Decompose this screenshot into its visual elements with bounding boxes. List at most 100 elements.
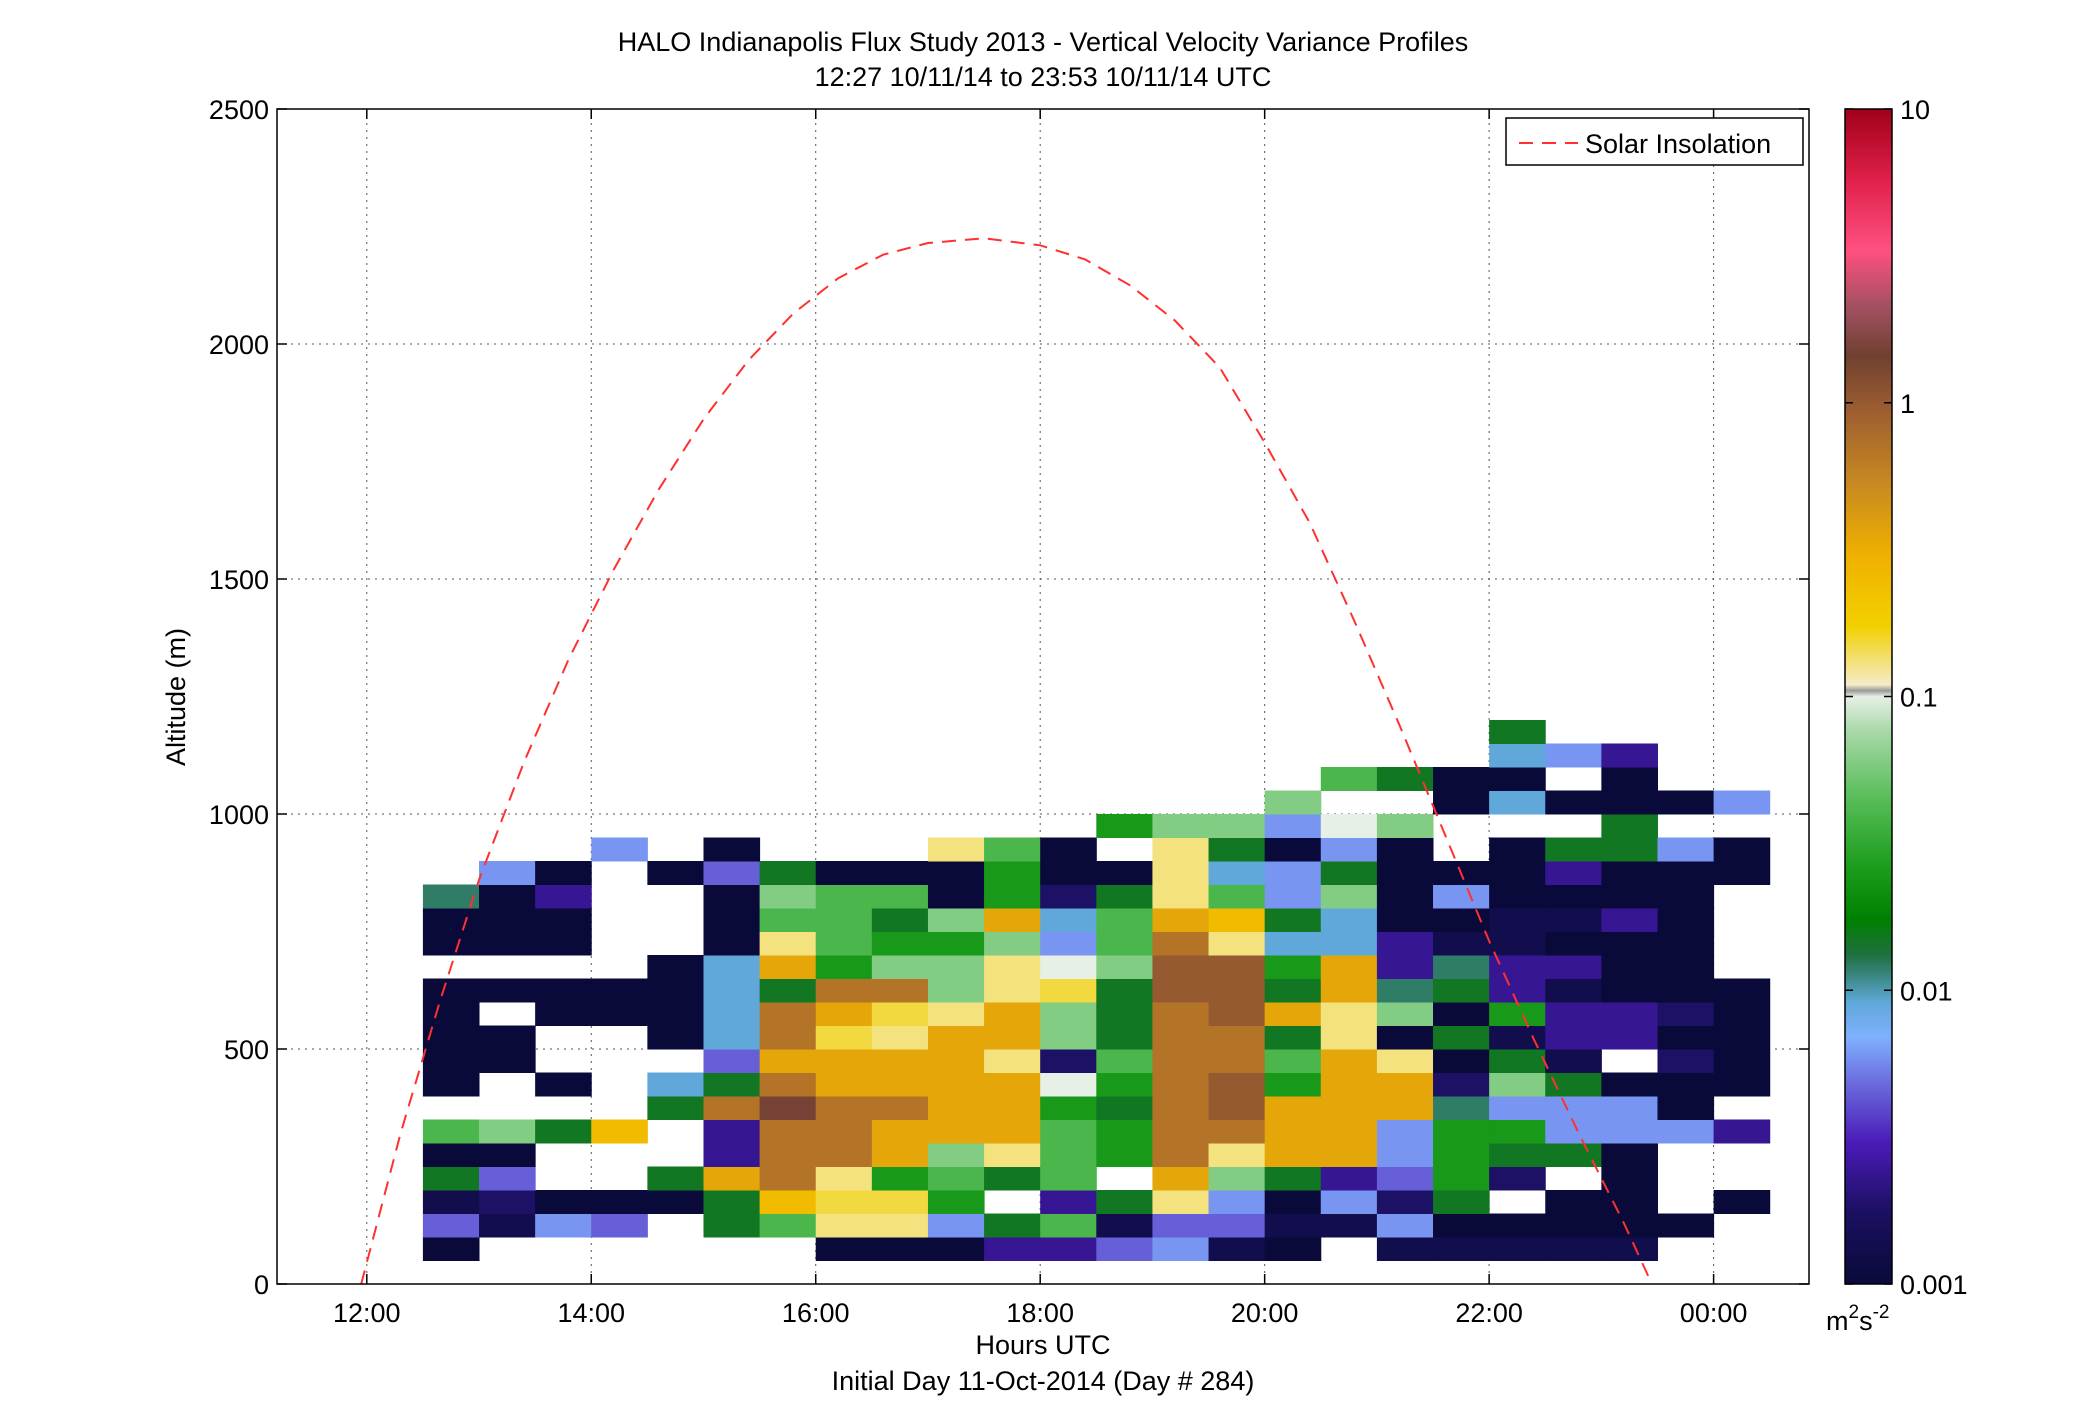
heatmap-cell [1096,908,1153,932]
y-tick-label: 2000 [209,330,269,360]
heatmap-cell [1320,1143,1378,1167]
heatmap-cell [1152,1072,1210,1097]
heatmap-cell [1208,908,1266,932]
heatmap-cell [1040,978,1097,1003]
heatmap-cell [871,931,929,956]
heatmap-cell [1657,1096,1715,1120]
heatmap-cell [927,1166,985,1191]
heatmap-cell [1657,837,1715,862]
heatmap-cell [1713,837,1771,862]
heatmap-cell [1433,1213,1490,1238]
heatmap-cell [1433,884,1490,909]
heatmap-cell [1152,861,1210,885]
heatmap-cell [871,884,929,909]
heatmap-cell [1208,978,1266,1003]
heatmap-cell [815,1049,873,1073]
heatmap-cell [1040,1143,1097,1167]
heatmap-cell [1096,1049,1153,1073]
heatmap-cell [1601,1025,1658,1050]
colorbar-ticks: 10 1 0.1 0.01 0.001 [1845,95,1968,1300]
heatmap-cell [1320,1002,1378,1026]
heatmap-cell [1320,1166,1378,1191]
heatmap-cell [1489,743,1546,768]
heatmap-cell [591,1190,648,1214]
heatmap-cell [759,1166,817,1191]
heatmap-cell [703,955,761,979]
heatmap-cell [1096,1237,1153,1261]
heatmap-cell [1713,1190,1771,1214]
heatmap-cell [1489,790,1546,815]
heatmap-cell [479,1143,536,1167]
heatmap-cell [1545,790,1602,815]
heatmap-cell [1096,1002,1153,1026]
heatmap-cell [1264,1072,1322,1097]
heatmap-cell [984,1213,1041,1238]
heatmap-cell [1320,814,1378,838]
heatmap-cell [1264,790,1322,815]
heatmap-cell [1264,931,1322,956]
heatmap-cell [984,978,1041,1003]
heatmap-cell [1320,767,1378,791]
heatmap-cell [1601,1072,1658,1097]
heatmap-cell [535,1119,592,1144]
heatmap-cell [759,1213,817,1238]
heatmap-cell [703,1213,761,1238]
y-tick-label: 1000 [209,800,269,830]
heatmap-cell [984,931,1041,956]
heatmap-cell [1489,1166,1546,1191]
heatmap-cell [1208,931,1266,956]
heatmap-cell [1320,1025,1378,1050]
heatmap-cell [1657,1119,1715,1144]
heatmap-cell [1264,1025,1322,1050]
heatmap-cell [1489,1002,1546,1026]
plot-frame [276,108,1810,1285]
heatmap-cell [1040,861,1097,885]
heatmap-cell [1320,1119,1378,1144]
heatmap-cell [1489,861,1546,885]
heatmap-cell [535,1213,592,1238]
heatmap-cell [703,1002,761,1026]
heatmap-cell [1713,1025,1771,1050]
heatmap-cell [1489,955,1546,979]
heatmap-cell [1713,978,1771,1003]
heatmap-cell [927,1143,985,1167]
heatmap-cell [1096,955,1153,979]
heatmap-cell [1376,814,1434,838]
heatmap-cell [1545,1143,1602,1167]
heatmap-cell [1376,837,1434,862]
heatmap-cell [1208,1072,1266,1097]
heatmap-cell [1376,1213,1434,1238]
solar-insolation-curve [360,237,1653,1284]
heatmap-cell [1601,790,1658,815]
heatmap-cell [1040,931,1097,956]
heatmap-cell [927,884,985,909]
heatmap-cell [1208,1049,1266,1073]
heatmap-cell [984,884,1041,909]
heatmap-cell [1433,1166,1490,1191]
heatmap-cell [1489,978,1546,1003]
heatmap-cell [1040,1119,1097,1144]
heatmap-cell [1264,1213,1322,1238]
heatmap-cell [871,1213,929,1238]
heatmap-cell [871,978,929,1003]
heatmap-cell [927,1213,985,1238]
heatmap-cell [815,884,873,909]
heatmap-cell [1713,861,1771,885]
heatmap-cell [927,861,985,885]
heatmap-cell [1040,1166,1097,1191]
legend-box [1505,117,1804,166]
heatmap-cell [1489,1049,1546,1073]
heatmap-cell [984,908,1041,932]
legend-label: Solar Insolation [1585,129,1771,159]
heatmap-cell [1601,1119,1658,1144]
heatmap-cell [1264,978,1322,1003]
heatmap-cell [1433,1119,1490,1144]
heatmap-cell [1376,1025,1434,1050]
heatmap-cell [1657,908,1715,932]
heatmap-cell [1489,931,1546,956]
heatmap-cell [1545,1049,1602,1073]
heatmap-cell [479,978,536,1003]
heatmap-cell [535,1190,592,1214]
heatmap-cell [1657,790,1715,815]
